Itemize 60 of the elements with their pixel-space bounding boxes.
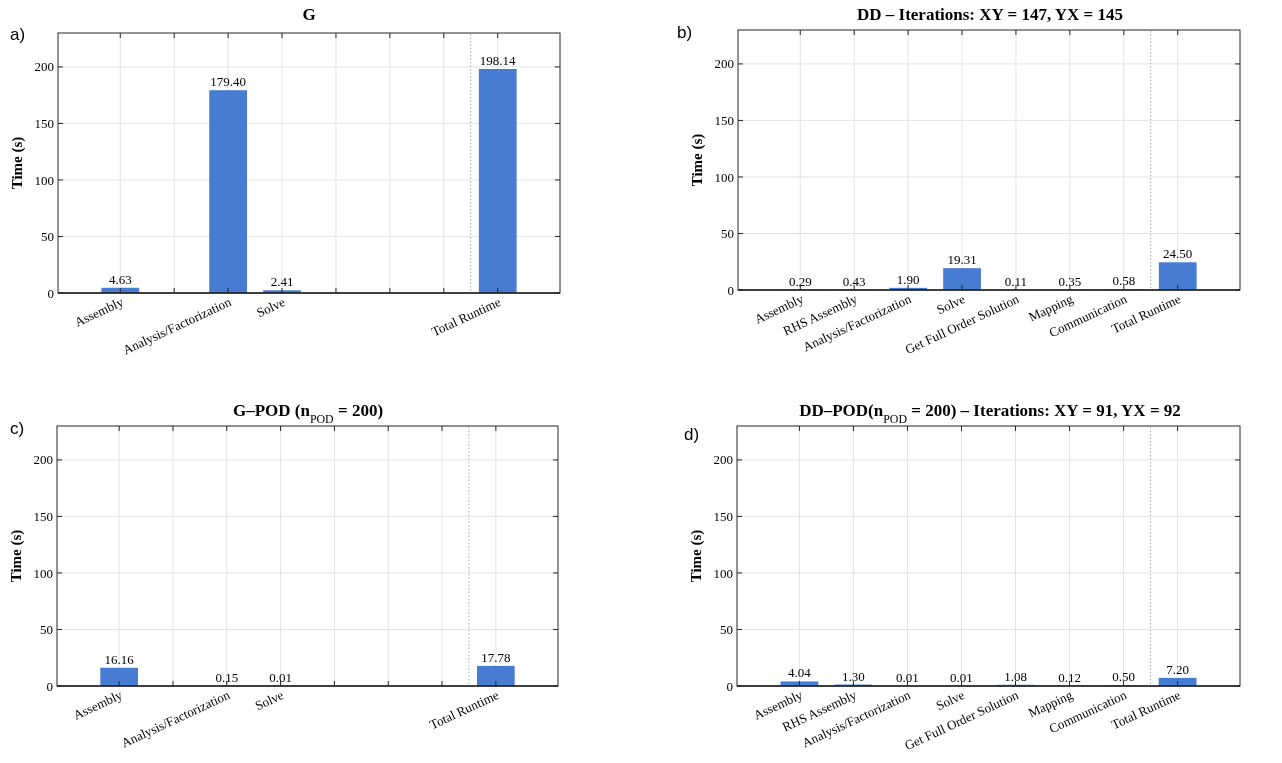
data-label: 198.14 [479, 53, 517, 69]
text: d) [684, 425, 700, 444]
y-axis-title: Time (s) [8, 529, 25, 583]
y-tick-label: 50 [720, 622, 733, 638]
data-label: 0.11 [1004, 273, 1028, 289]
y-tick-label: 50 [41, 229, 54, 245]
y-tick-label: 100 [34, 172, 54, 188]
data-label: 0.43 [842, 273, 866, 289]
chart-title: G [302, 5, 316, 24]
chart-title: G–POD (n$_{POD}$ = 200) [232, 401, 384, 426]
y-tick-label: 0 [727, 282, 734, 298]
text: a) [10, 25, 26, 44]
y-tick-label: 200 [714, 56, 734, 72]
x-tick-label: Solve [933, 687, 967, 714]
y-tick-label: 50 [40, 622, 53, 638]
y-tick-label: 150 [33, 508, 53, 524]
data-label: 0.01 [950, 669, 973, 685]
data-label: 0.29 [788, 273, 812, 289]
data-label: 0.12 [1058, 669, 1081, 685]
data-label: 7.20 [1166, 661, 1189, 677]
data-label: 0.01 [269, 669, 292, 685]
data-label: 0.58 [1112, 273, 1136, 289]
y-tick-label: 0 [47, 285, 54, 301]
data-label: 24.50 [1163, 246, 1193, 262]
data-label: 1.30 [842, 668, 865, 684]
y-tick-label: 100 [713, 565, 733, 581]
x-tick-label: Solve [252, 687, 287, 714]
y-tick-label: 200 [713, 452, 733, 468]
chart-title: DD – Iterations: XY = 147, YX = 145 [856, 5, 1124, 24]
y-tick-label: 50 [721, 226, 734, 242]
data-label: 0.01 [896, 669, 919, 685]
data-label: 179.40 [210, 74, 246, 90]
text: b) [677, 23, 693, 42]
chart-title: DD–POD(n$_{POD}$ = 200) – Iterations: XY = 91, YX = 92 [799, 401, 1181, 426]
y-tick-label: 150 [714, 112, 734, 128]
y-axis-title: Time (s) [689, 133, 706, 187]
data-label: 1.90 [896, 271, 920, 287]
y-tick-label: 0 [726, 678, 733, 694]
data-label: 2.41 [270, 274, 294, 290]
y-tick-label: 0 [46, 678, 53, 694]
data-label: 0.50 [1112, 669, 1135, 685]
y-tick-label: 200 [33, 452, 53, 468]
y-tick-label: 150 [34, 115, 54, 131]
data-label: 0.15 [215, 669, 239, 685]
y-tick-label: 100 [33, 565, 53, 581]
y-tick-label: 200 [34, 59, 54, 75]
data-label: 16.16 [104, 651, 135, 667]
data-label: 4.63 [108, 271, 132, 287]
text: c) [10, 419, 25, 438]
x-tick-label: Solve [934, 291, 968, 318]
y-tick-label: 150 [713, 508, 733, 524]
y-tick-label: 100 [714, 169, 734, 185]
data-label: 4.04 [788, 665, 812, 681]
data-label: 1.08 [1004, 668, 1027, 684]
x-tick-label: Solve [254, 294, 288, 321]
y-axis-title: Time (s) [9, 136, 26, 190]
data-label: 17.78 [481, 649, 511, 665]
y-axis-title: Time (s) [688, 529, 705, 583]
data-label: 0.35 [1058, 273, 1082, 289]
data-label: 19.31 [947, 252, 977, 268]
